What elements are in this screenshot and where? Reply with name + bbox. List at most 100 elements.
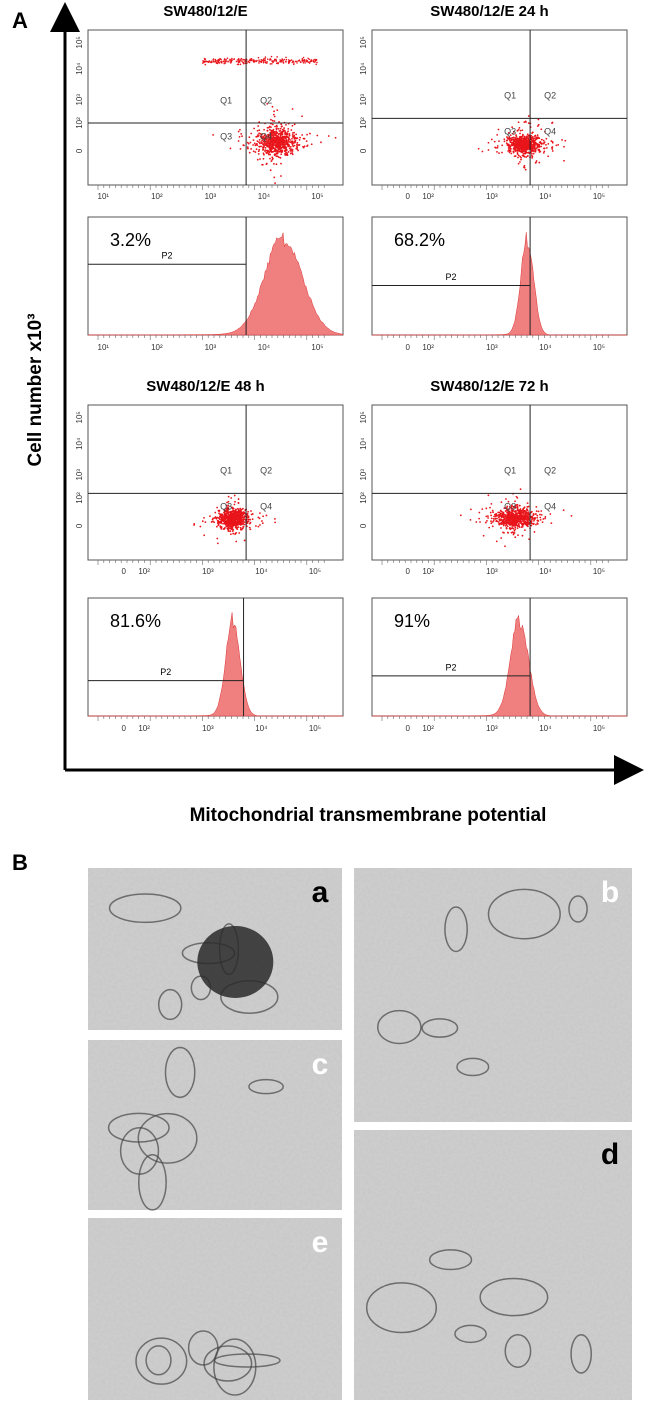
dot bbox=[227, 521, 230, 523]
dot bbox=[516, 505, 519, 508]
dot bbox=[246, 522, 249, 525]
dot bbox=[304, 60, 306, 62]
dot bbox=[289, 145, 292, 148]
dot bbox=[334, 136, 337, 139]
dot bbox=[250, 510, 252, 512]
dot bbox=[284, 132, 286, 134]
dot bbox=[257, 56, 260, 59]
dot bbox=[519, 150, 522, 153]
organelle bbox=[365, 1282, 438, 1334]
dot bbox=[543, 150, 546, 153]
y-tick-label: 10³ bbox=[75, 469, 84, 481]
dot bbox=[218, 62, 221, 64]
dot bbox=[491, 525, 494, 528]
dot bbox=[261, 146, 264, 149]
dot bbox=[224, 520, 227, 523]
dot bbox=[517, 524, 519, 527]
dot bbox=[260, 134, 263, 137]
x-tick-label: 10³ bbox=[202, 724, 214, 733]
dot bbox=[524, 120, 527, 123]
dot bbox=[234, 532, 237, 535]
dot bbox=[511, 505, 513, 508]
dot bbox=[285, 133, 288, 136]
quadrant-label: Q3 bbox=[504, 127, 516, 137]
dot bbox=[246, 514, 249, 517]
dot bbox=[315, 63, 318, 66]
dot bbox=[512, 140, 515, 143]
dot bbox=[216, 60, 219, 62]
dot bbox=[490, 138, 493, 141]
dot bbox=[505, 517, 508, 520]
dot bbox=[226, 522, 229, 524]
dot bbox=[509, 141, 512, 143]
dot bbox=[533, 135, 536, 138]
x-tick-label: 0 bbox=[405, 192, 410, 201]
scatter-frame bbox=[87, 404, 344, 561]
dot bbox=[270, 149, 273, 152]
dot bbox=[224, 523, 227, 526]
dot bbox=[517, 154, 520, 157]
dot bbox=[517, 121, 520, 124]
dot bbox=[524, 516, 526, 519]
dot bbox=[240, 519, 243, 522]
x-tick-label: 10⁵ bbox=[311, 192, 323, 201]
dot bbox=[486, 519, 488, 522]
dot bbox=[536, 134, 539, 137]
dot bbox=[291, 141, 294, 144]
x-tick-label: 10⁴ bbox=[539, 343, 552, 352]
dot bbox=[238, 515, 241, 518]
y-tick-label: 10⁴ bbox=[75, 62, 84, 75]
dot bbox=[544, 516, 547, 518]
dot bbox=[285, 58, 288, 61]
dot bbox=[511, 126, 514, 129]
dot bbox=[290, 149, 292, 152]
dot bbox=[280, 175, 282, 177]
dot bbox=[275, 59, 277, 62]
x-tick-label: 10⁵ bbox=[309, 567, 321, 576]
dot bbox=[551, 148, 554, 150]
dot bbox=[241, 60, 243, 62]
dot bbox=[279, 138, 281, 140]
dot bbox=[519, 509, 522, 512]
dot bbox=[293, 123, 296, 126]
dot bbox=[203, 516, 205, 519]
dot bbox=[485, 515, 488, 518]
dot bbox=[277, 139, 280, 142]
dot bbox=[265, 162, 268, 165]
histogram bbox=[87, 612, 343, 717]
dot bbox=[530, 153, 533, 155]
dot bbox=[279, 127, 282, 130]
hist-frame bbox=[371, 216, 628, 336]
dot bbox=[286, 154, 289, 156]
dot bbox=[241, 512, 244, 515]
dot bbox=[517, 128, 520, 131]
dot bbox=[266, 60, 268, 63]
dot bbox=[294, 139, 297, 142]
dot bbox=[237, 520, 239, 522]
dot bbox=[258, 517, 261, 520]
dot bbox=[542, 518, 545, 520]
dot bbox=[536, 522, 539, 525]
dot bbox=[514, 500, 516, 503]
dot bbox=[264, 58, 267, 60]
dot bbox=[210, 60, 213, 63]
dot bbox=[302, 61, 305, 64]
dot bbox=[524, 168, 527, 171]
dot bbox=[285, 149, 288, 152]
quadrant-label: Q1 bbox=[504, 466, 516, 476]
dot bbox=[257, 153, 260, 155]
dot bbox=[503, 138, 506, 141]
dot bbox=[526, 133, 529, 136]
dot bbox=[530, 143, 533, 146]
dot bbox=[233, 519, 236, 522]
dot bbox=[238, 510, 241, 513]
dot bbox=[259, 512, 261, 515]
dot bbox=[298, 59, 301, 62]
dot bbox=[241, 523, 243, 526]
dot bbox=[536, 519, 539, 522]
dot bbox=[284, 135, 286, 138]
dot bbox=[266, 102, 269, 105]
dot bbox=[522, 142, 524, 145]
dot bbox=[288, 147, 291, 150]
micrograph-label: e bbox=[312, 1226, 329, 1259]
